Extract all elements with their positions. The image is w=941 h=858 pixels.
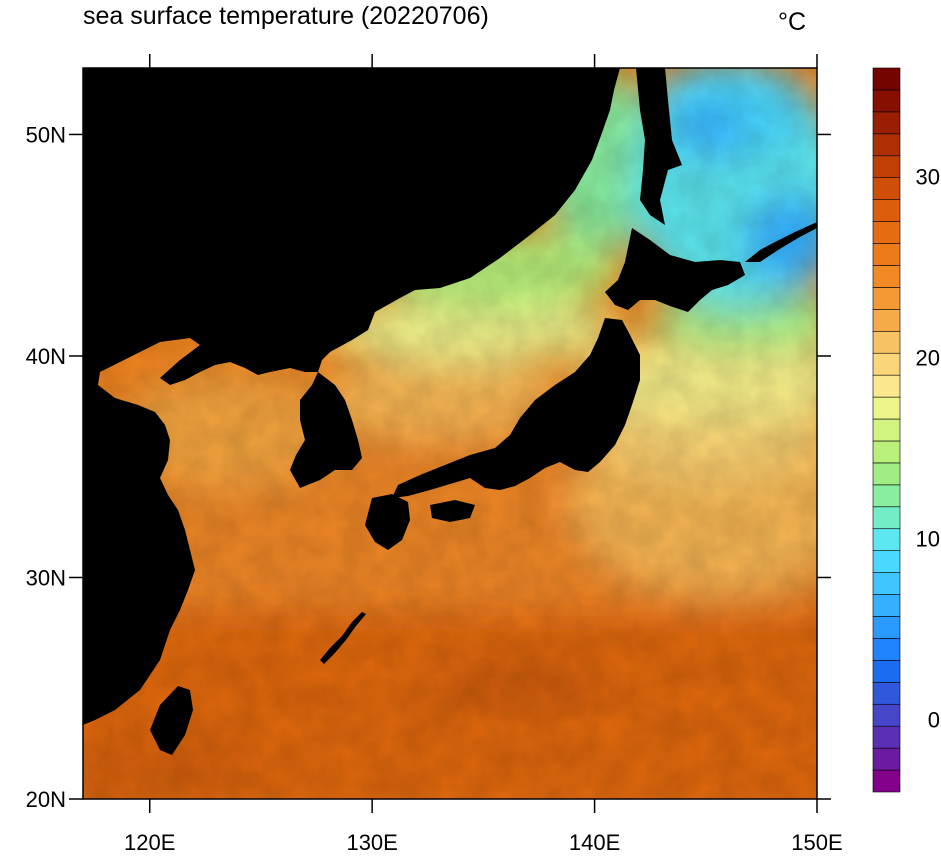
colorbar-box (872, 155, 901, 178)
lon-tick-label: 140E (569, 830, 620, 855)
colorbar-box (872, 703, 901, 727)
colorbar-box (872, 594, 901, 617)
lat-tick-label: 30N (26, 565, 66, 590)
map-frame: 120E 130E 140E 150E 20N 30N 40N 50N (26, 54, 843, 855)
colorbar-box (872, 572, 901, 595)
map-title: sea surface temperature (20220706) (83, 2, 489, 30)
lat-tick-label: 20N (26, 787, 66, 812)
colorbar-box (872, 287, 901, 310)
colorbar-box (872, 89, 901, 113)
colorbar: 0 10 20 30 (872, 67, 940, 793)
lon-tick-label: 130E (346, 830, 397, 855)
colorbar-tick-label: 20 (916, 346, 940, 371)
colorbar-box (872, 111, 901, 135)
shikoku (430, 500, 475, 522)
lon-tick-label: 120E (124, 830, 175, 855)
colorbar-box (872, 330, 901, 354)
taiwan (150, 686, 193, 755)
colorbar-box (872, 67, 901, 91)
lat-tick-label: 40N (26, 344, 66, 369)
colorbar-box (872, 682, 901, 705)
lat-tick-label: 50N (26, 122, 66, 147)
colorbar-box (872, 265, 901, 288)
honshu (392, 318, 640, 498)
colorbar-box (872, 484, 901, 508)
colorbar-box (872, 550, 901, 573)
sakhalin (636, 68, 682, 225)
colorbar-tick-label: 10 (916, 527, 940, 552)
colorbar-box (872, 243, 901, 266)
colorbar-box (872, 199, 901, 222)
colorbar-box (872, 221, 901, 244)
colorbar-box (872, 638, 901, 661)
colorbar-box (872, 747, 901, 771)
kyushu (365, 494, 410, 550)
colorbar-box (872, 309, 901, 332)
colorbar-box (872, 418, 901, 442)
units-label: °C (778, 8, 806, 36)
asian-continent (83, 68, 620, 725)
colorbar-box (872, 462, 901, 486)
lat-tick-group: 20N 30N 40N 50N (26, 122, 831, 812)
colorbar-box (872, 177, 901, 200)
colorbar-box (872, 528, 901, 551)
land-masses (83, 68, 817, 755)
colorbar-box (872, 352, 901, 376)
colorbar-box (872, 374, 901, 398)
hokkaido (605, 228, 745, 312)
colorbar-box (872, 616, 901, 639)
colorbar-box (872, 396, 901, 420)
colorbar-box (872, 440, 901, 464)
map-panel (83, 68, 817, 799)
ryukyu-islands (320, 612, 366, 664)
colorbar-box (872, 133, 901, 157)
colorbar-box (872, 725, 901, 749)
colorbar-box (872, 506, 901, 530)
colorbar-box (872, 660, 901, 683)
lon-tick-group: 120E 130E 140E 150E (124, 54, 843, 855)
colorbar-tick-label: 30 (916, 165, 940, 190)
kuril-islands (745, 222, 817, 262)
colorbar-tick-label: 0 (928, 708, 940, 733)
colorbar-box (872, 769, 901, 793)
lon-tick-label: 150E (791, 830, 842, 855)
